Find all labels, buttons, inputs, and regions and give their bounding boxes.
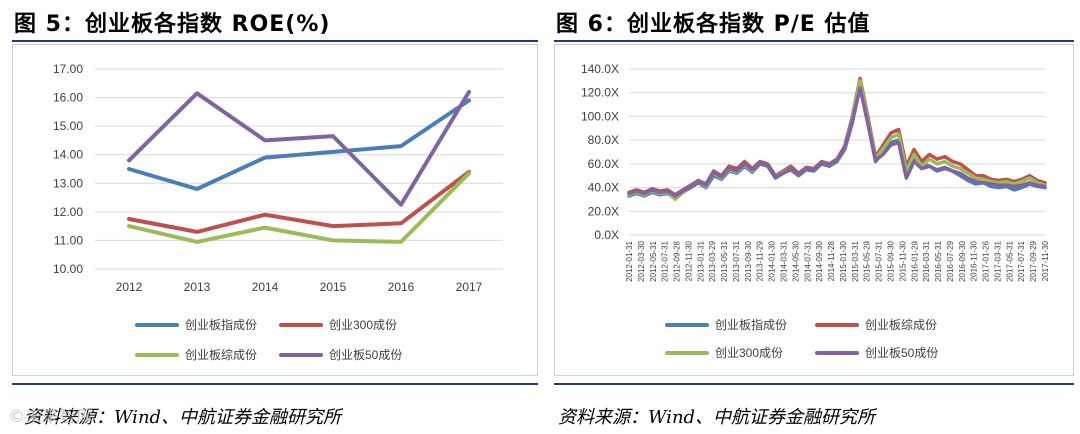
x-tick-label: 2012-05-31 xyxy=(649,240,658,281)
figure-5-panel: 图 5：创业板各指数 ROE(%) 10.00 11.00 12.00 13.00 14… xyxy=(12,12,538,428)
x-tick-label: 2014-11-28 xyxy=(827,240,836,281)
legend-label: 创业300成份 xyxy=(715,346,783,360)
x-tick-label: 2015-03-31 xyxy=(851,240,860,281)
y-tick-label: 16.00 xyxy=(53,91,83,105)
x-tick-label: 2014-05-30 xyxy=(791,240,800,281)
figure-6-title: 图 6：创业板各指数 P/E 估值 xyxy=(556,12,871,37)
y-tick-label: 20.0X xyxy=(588,204,619,218)
figure-5-title: 图 5：创业板各指数 ROE(%) xyxy=(14,12,331,37)
pe-chart-frame: 0.0X 20.0X 40.0X 60.0X 80.0X 100.0X 120.0X 140.… xyxy=(554,44,1074,376)
x-tick-label: 2013-09-30 xyxy=(744,240,753,281)
figure-6-panel: 图 6：创业板各指数 P/E 估值 0.0X 20.0X 40.0X 60.0X 80.… xyxy=(548,0,1080,434)
legend-label: 创业板50成份 xyxy=(865,346,938,360)
source-rule xyxy=(12,383,538,385)
series-line xyxy=(127,98,471,191)
x-tick-label: 2012-09-28 xyxy=(673,240,682,281)
x-tick-label: 2012 xyxy=(116,280,143,294)
x-tick-label: 2012-07-31 xyxy=(661,240,670,281)
x-tick-label: 2012-11-30 xyxy=(684,240,693,281)
y-tick-label: 40.0X xyxy=(588,181,619,195)
x-tick-label: 2017-11-30 xyxy=(1041,240,1050,281)
x-tick-label: 2015-11-30 xyxy=(898,240,907,281)
series-line xyxy=(627,76,1047,197)
x-tick-label: 2012-01-31 xyxy=(625,240,634,281)
x-tick-label: 2017-05-31 xyxy=(1005,240,1014,281)
y-tick-label: 0.0X xyxy=(594,228,619,242)
x-tick-label: 2013-05-31 xyxy=(720,240,729,281)
x-tick-label: 2015-01-30 xyxy=(839,240,848,281)
y-tick-label: 11.00 xyxy=(54,233,83,247)
x-tick-label: 2013-11-29 xyxy=(756,240,765,281)
y-tick-label: 12.00 xyxy=(53,205,83,219)
series-line xyxy=(127,89,471,207)
x-tick-label: 2014 xyxy=(252,280,279,294)
x-tick-label: 2016-03-31 xyxy=(922,240,931,281)
x-tick-label: 2016-11-30 xyxy=(970,240,979,281)
x-tick-label: 2013 xyxy=(184,280,211,294)
x-tick-label: 2017-07-31 xyxy=(1017,240,1026,281)
x-tick-label: 2015 xyxy=(320,280,347,294)
y-tick-label: 13.00 xyxy=(53,176,83,190)
legend-label: 创业300成份 xyxy=(329,318,397,332)
pe-line-chart: 0.0X 20.0X 40.0X 60.0X 80.0X 100.0X 120.0X 140.… xyxy=(581,62,1050,360)
x-tick-label: 2017 xyxy=(456,280,483,294)
series-line xyxy=(627,86,1047,198)
roe-chart-frame: 10.00 11.00 12.00 13.00 14.00 15.00 16.00 17.00… xyxy=(12,44,538,376)
legend-label: 创业板指成份 xyxy=(715,317,787,332)
y-tick-label: 60.0X xyxy=(588,157,619,171)
legend-label: 创业板50成份 xyxy=(329,348,402,362)
y-tick-label: 15.00 xyxy=(53,119,83,133)
x-tick-label: 2016 xyxy=(388,280,415,294)
series-line xyxy=(127,169,471,234)
x-tick-label: 2015-09-30 xyxy=(887,240,896,281)
x-tick-label: 2014-09-30 xyxy=(815,240,824,281)
x-tick-label: 2012-03-30 xyxy=(637,240,646,281)
x-tick-label: 2015-05-29 xyxy=(863,240,872,281)
x-tick-label: 2013-07-31 xyxy=(732,240,741,281)
y-tick-label: 10.00 xyxy=(53,262,83,276)
x-tick-label: 2016-01-29 xyxy=(910,240,919,281)
x-tick-label: 2014-07-31 xyxy=(803,240,812,281)
x-tick-label: 2013-03-29 xyxy=(708,240,717,281)
title-rule xyxy=(554,40,1074,42)
legend-label: 创业板综成份 xyxy=(185,348,257,362)
x-tick-label: 2016-07-29 xyxy=(946,240,955,281)
y-tick-label: 120.0X xyxy=(581,86,619,100)
y-tick-label: 100.0X xyxy=(581,109,619,123)
y-tick-label: 14.00 xyxy=(53,148,83,162)
title-rule xyxy=(12,40,538,42)
watermark-logo: ©未来智库 xyxy=(8,407,93,427)
source-rule xyxy=(554,383,1074,385)
y-tick-label: 80.0X xyxy=(588,133,619,147)
figure-5-source: 资料来源：Wind、中航证券金融研究所 xyxy=(24,407,342,428)
y-tick-label: 140.0X xyxy=(581,62,619,76)
x-tick-label: 2015-07-31 xyxy=(875,240,884,281)
x-tick-label: 2014-01-30 xyxy=(768,240,777,281)
x-tick-label: 2017-01-26 xyxy=(982,240,991,281)
legend-label: 创业板指成份 xyxy=(185,317,257,332)
series-line xyxy=(127,171,471,244)
x-tick-label: 2017-03-31 xyxy=(994,240,1003,281)
x-tick-label: 2013-01-31 xyxy=(696,240,705,281)
roe-line-chart: 10.00 11.00 12.00 13.00 14.00 15.00 16.00 17.00… xyxy=(53,62,503,362)
x-tick-label: 2017-09-29 xyxy=(1029,240,1038,281)
x-tick-label: 2014-03-31 xyxy=(780,240,789,281)
legend-label: 创业板综成份 xyxy=(865,318,937,332)
y-tick-label: 17.00 xyxy=(53,62,83,76)
figure-6-source: 资料来源：Wind、中航证券金融研究所 xyxy=(558,407,876,428)
x-tick-label: 2016-05-31 xyxy=(934,240,943,281)
x-tick-label: 2016-09-30 xyxy=(958,240,967,281)
